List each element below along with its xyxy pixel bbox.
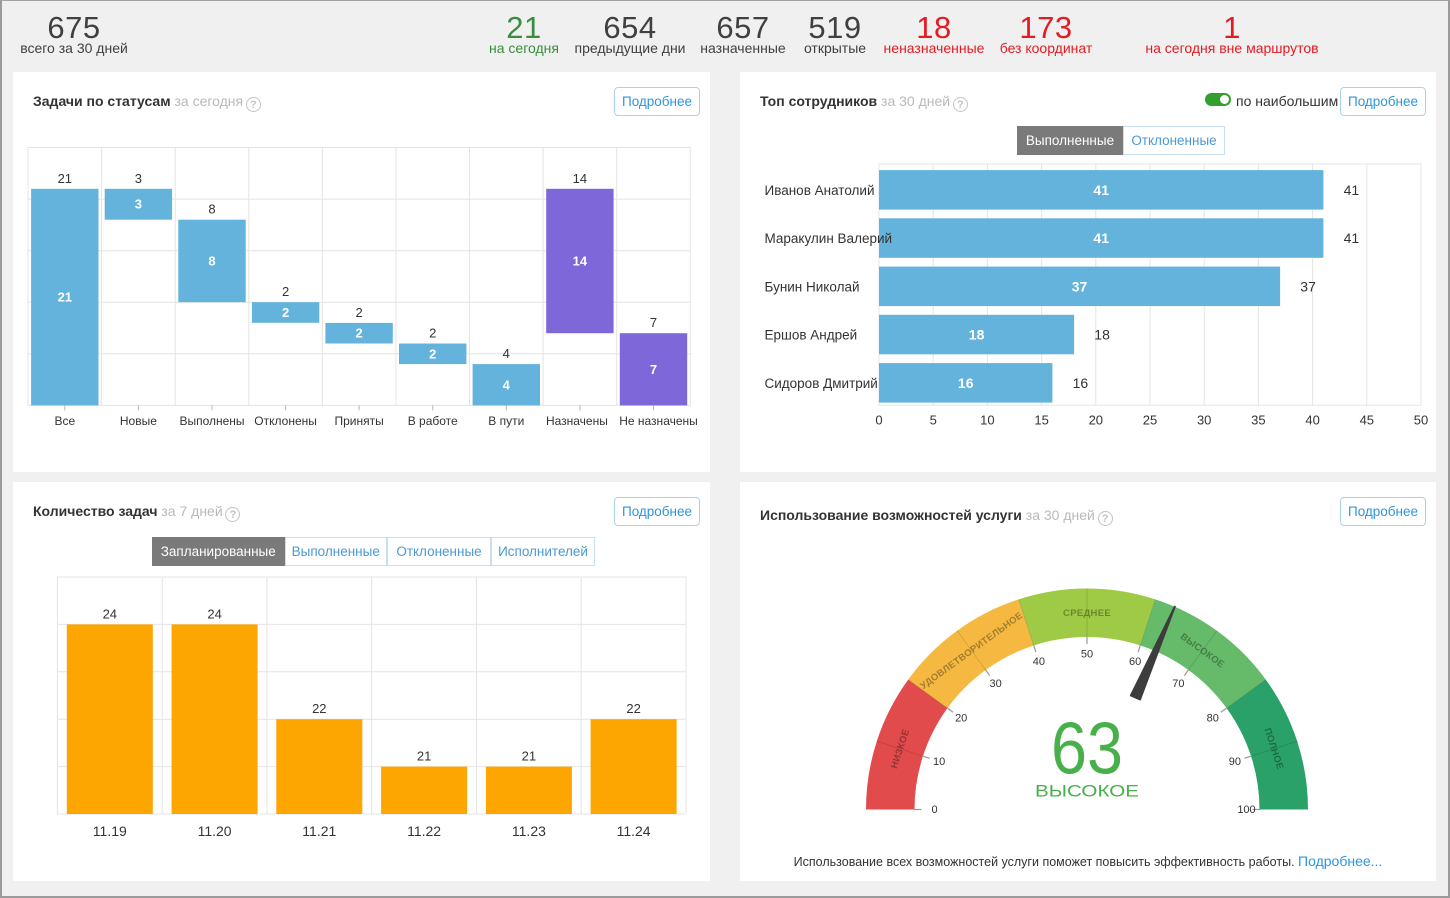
svg-text:2: 2 bbox=[429, 326, 436, 341]
svg-text:41: 41 bbox=[1093, 230, 1109, 246]
svg-text:63: 63 bbox=[1051, 709, 1123, 790]
svg-text:4: 4 bbox=[503, 346, 510, 361]
svg-text:Выполнены: Выполнены bbox=[179, 414, 244, 428]
svg-text:Новые: Новые bbox=[120, 414, 157, 428]
svg-text:11.19: 11.19 bbox=[93, 823, 127, 839]
svg-text:37: 37 bbox=[1300, 278, 1316, 294]
svg-text:Отклонены: Отклонены bbox=[254, 414, 317, 428]
svg-text:15: 15 bbox=[1034, 413, 1048, 428]
svg-text:16: 16 bbox=[958, 375, 974, 391]
svg-text:24: 24 bbox=[207, 606, 221, 621]
svg-text:2: 2 bbox=[429, 346, 436, 361]
svg-text:10: 10 bbox=[980, 413, 994, 428]
svg-text:2: 2 bbox=[282, 305, 289, 320]
svg-text:3: 3 bbox=[135, 197, 142, 212]
svg-text:18: 18 bbox=[969, 327, 985, 343]
svg-text:11.20: 11.20 bbox=[198, 823, 232, 839]
svg-text:37: 37 bbox=[1072, 278, 1088, 294]
svg-text:Приняты: Приняты bbox=[334, 414, 383, 428]
svg-text:7: 7 bbox=[650, 315, 657, 330]
svg-text:50: 50 bbox=[1081, 649, 1093, 661]
svg-text:В работе: В работе bbox=[408, 414, 458, 428]
svg-text:24: 24 bbox=[103, 606, 117, 621]
svg-text:21: 21 bbox=[417, 749, 431, 764]
svg-text:Все: Все bbox=[54, 414, 75, 428]
svg-text:5: 5 bbox=[930, 413, 937, 428]
svg-text:8: 8 bbox=[208, 254, 215, 269]
svg-text:30: 30 bbox=[1197, 413, 1211, 428]
svg-text:7: 7 bbox=[650, 362, 657, 377]
svg-text:11.22: 11.22 bbox=[407, 823, 441, 839]
svg-text:60: 60 bbox=[1129, 656, 1141, 668]
svg-text:100: 100 bbox=[1237, 804, 1255, 816]
svg-text:Иванов Анатолий: Иванов Анатолий bbox=[765, 183, 875, 198]
svg-text:Назначены: Назначены bbox=[546, 414, 608, 428]
svg-text:11.23: 11.23 bbox=[512, 823, 546, 839]
svg-text:В пути: В пути bbox=[488, 414, 524, 428]
svg-text:2: 2 bbox=[282, 284, 289, 299]
svg-text:90: 90 bbox=[1229, 756, 1241, 768]
svg-text:35: 35 bbox=[1251, 413, 1265, 428]
svg-text:СРЕДНЕЕ: СРЕДНЕЕ bbox=[1063, 608, 1111, 619]
svg-text:16: 16 bbox=[1073, 375, 1089, 391]
svg-text:2: 2 bbox=[355, 305, 362, 320]
svg-text:11.21: 11.21 bbox=[302, 823, 336, 839]
svg-text:Ершов Андрей: Ершов Андрей bbox=[765, 328, 858, 343]
svg-text:80: 80 bbox=[1207, 713, 1219, 725]
svg-text:41: 41 bbox=[1344, 182, 1360, 198]
svg-text:22: 22 bbox=[312, 701, 326, 716]
svg-text:0: 0 bbox=[875, 413, 882, 428]
svg-text:10: 10 bbox=[933, 756, 945, 768]
svg-text:20: 20 bbox=[955, 713, 967, 725]
svg-text:40: 40 bbox=[1305, 413, 1319, 428]
svg-text:Маракулин Валерий: Маракулин Валерий bbox=[765, 231, 893, 246]
svg-text:20: 20 bbox=[1089, 413, 1103, 428]
svg-text:ВЫСОКОЕ: ВЫСОКОЕ bbox=[1035, 782, 1139, 801]
svg-text:0: 0 bbox=[931, 804, 937, 816]
svg-text:3: 3 bbox=[135, 171, 142, 186]
svg-text:25: 25 bbox=[1143, 413, 1157, 428]
svg-text:8: 8 bbox=[208, 202, 215, 217]
svg-text:Сидоров Дмитрий: Сидоров Дмитрий bbox=[765, 376, 878, 391]
svg-text:Бунин Николай: Бунин Николай bbox=[765, 279, 860, 294]
svg-text:22: 22 bbox=[626, 701, 640, 716]
svg-text:70: 70 bbox=[1172, 678, 1184, 690]
svg-text:40: 40 bbox=[1033, 656, 1045, 668]
svg-text:30: 30 bbox=[989, 678, 1001, 690]
svg-text:11.24: 11.24 bbox=[617, 823, 651, 839]
svg-text:50: 50 bbox=[1414, 413, 1428, 428]
svg-text:4: 4 bbox=[503, 377, 511, 392]
svg-text:41: 41 bbox=[1093, 182, 1109, 198]
svg-text:45: 45 bbox=[1360, 413, 1374, 428]
svg-text:14: 14 bbox=[573, 171, 587, 186]
svg-text:21: 21 bbox=[522, 749, 536, 764]
svg-text:14: 14 bbox=[573, 254, 588, 269]
svg-text:41: 41 bbox=[1344, 230, 1360, 246]
svg-text:21: 21 bbox=[58, 290, 72, 305]
svg-text:Не назначены: Не назначены bbox=[619, 414, 698, 428]
svg-text:2: 2 bbox=[355, 326, 362, 341]
svg-text:18: 18 bbox=[1094, 327, 1110, 343]
svg-text:21: 21 bbox=[58, 171, 72, 186]
